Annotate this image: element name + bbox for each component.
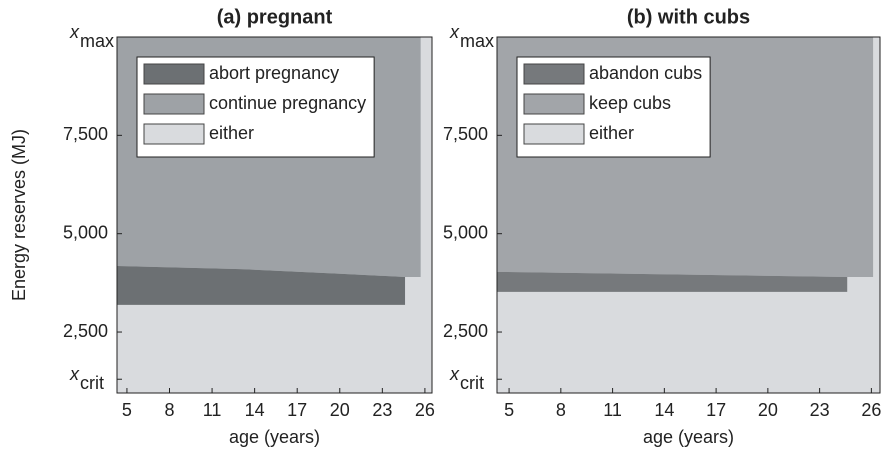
x-tick-label: 26	[415, 400, 435, 420]
y-axis-label: Energy reserves (MJ)	[9, 129, 29, 301]
legend-swatch	[143, 63, 205, 85]
y-tick-label: x	[449, 364, 460, 384]
x-tick-label: 17	[706, 400, 726, 420]
legend-label: abort pregnancy	[209, 63, 339, 83]
y-tick-label: x	[449, 22, 460, 42]
legend-swatch	[523, 63, 585, 85]
x-tick-label: 20	[330, 400, 350, 420]
x-axis-label: age (years)	[643, 427, 734, 447]
plot-frame	[116, 36, 433, 394]
y-tick-label: x	[69, 364, 80, 384]
y-tick-label: 2,500	[63, 321, 108, 341]
x-axis-label: age (years)	[229, 427, 320, 447]
legend: abort pregnancy continue pregnancy either	[136, 56, 375, 158]
legend-label: either	[589, 123, 634, 143]
legend-swatch	[523, 123, 585, 145]
y-tick-subscript: crit	[460, 373, 484, 393]
x-tick-label: 20	[758, 400, 778, 420]
x-tick-label: 17	[287, 400, 307, 420]
legend-swatch	[523, 93, 585, 115]
legend-label: either	[209, 123, 254, 143]
y-tick-label: 7,500	[443, 124, 488, 144]
x-tick-label: 23	[810, 400, 830, 420]
x-tick-label: 5	[504, 400, 514, 420]
plot-frame	[496, 36, 881, 394]
y-tick-label: 5,000	[63, 222, 108, 242]
x-tick-label: 14	[245, 400, 265, 420]
y-tick-subscript: max	[460, 31, 494, 51]
region	[497, 271, 848, 292]
x-tick-label: 11	[203, 400, 222, 420]
legend-swatch	[143, 93, 205, 115]
legend: abandon cubs keep cubs either	[516, 56, 711, 158]
y-tick-subscript: crit	[80, 373, 104, 393]
x-tick-label: 23	[372, 400, 392, 420]
legend-label: continue pregnancy	[209, 93, 366, 113]
y-tick-subscript: max	[80, 31, 114, 51]
legend-label: keep cubs	[589, 93, 671, 113]
y-tick-label: 2,500	[443, 321, 488, 341]
x-tick-label: 8	[556, 400, 566, 420]
x-tick-label: 5	[122, 400, 132, 420]
legend-swatch	[143, 123, 205, 145]
panel-title: (b) with cubs	[627, 6, 750, 28]
legend-label: abandon cubs	[589, 63, 702, 83]
x-tick-label: 14	[654, 400, 674, 420]
x-tick-label: 8	[164, 400, 174, 420]
y-tick-label: 7,500	[63, 124, 108, 144]
x-tick-label: 26	[861, 400, 881, 420]
y-tick-label: x	[69, 22, 80, 42]
x-tick-label: 11	[603, 400, 622, 420]
panel-title: (a) pregnant	[217, 6, 333, 28]
region	[117, 265, 406, 305]
y-tick-label: 5,000	[443, 222, 488, 242]
